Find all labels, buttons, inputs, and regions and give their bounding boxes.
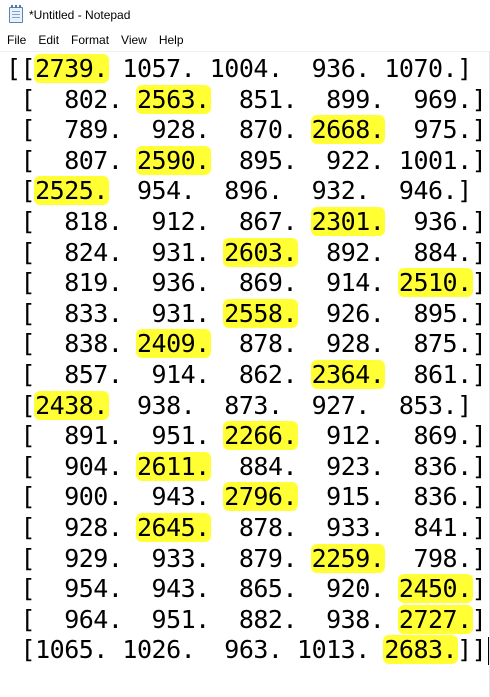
highlighted-value: 2668. [311, 115, 386, 144]
menu-bar: File Edit Format View Help [0, 30, 490, 51]
text-segment: [[ [6, 54, 35, 83]
text-line: [ 802. 2563. 851. 899. 969.] [6, 85, 486, 115]
text-segment: ] [472, 605, 487, 634]
highlighted-value: 2727. [398, 605, 473, 634]
text-segment: 938. 873. 927. 853.] [108, 391, 472, 420]
text-segment: 926. 895.] [297, 299, 486, 328]
text-segment: 892. 884.] [297, 238, 486, 267]
text-segment: 878. 933. 841.] [210, 513, 486, 542]
highlighted-value: 2645. [136, 513, 211, 542]
text-segment: 861.] [384, 360, 486, 389]
text-segment: 851. 899. 969.] [210, 85, 486, 114]
window-title: *Untitled - Notepad [29, 8, 130, 22]
text-segment: 915. 836.] [297, 482, 486, 511]
text-line: [ 891. 951. 2266. 912. 869.] [6, 421, 486, 451]
text-line: [1065. 1026. 963. 1013. 2683.]] [6, 635, 489, 665]
highlighted-value: 2563. [136, 85, 211, 114]
text-line: [ 904. 2611. 884. 923. 836.] [6, 452, 486, 482]
highlighted-value: 2438. [34, 391, 109, 420]
text-segment: [ 833. 931. [6, 299, 224, 328]
highlighted-value: 2611. [136, 452, 211, 481]
menu-edit[interactable]: Edit [32, 30, 65, 51]
text-segment: 912. 869.] [297, 421, 486, 450]
text-editor-area[interactable]: [[2739. 1057. 1004. 936. 1070.] [ 802. 2… [0, 51, 490, 697]
highlighted-value: 2558. [223, 299, 298, 328]
text-segment: 954. 896. 932. 946.] [108, 176, 472, 205]
text-segment: [ 904. [6, 452, 137, 481]
text-segment: 1057. 1004. 936. 1070.] [108, 54, 472, 83]
text-line: [ 819. 936. 869. 914. 2510.] [6, 268, 486, 298]
text-line: [ 807. 2590. 895. 922. 1001.] [6, 146, 486, 176]
highlighted-value: 2796. [223, 482, 298, 511]
highlighted-value: 2364. [311, 360, 386, 389]
text-line: [2525. 954. 896. 932. 946.] [6, 176, 472, 206]
text-segment: 884. 923. 836.] [210, 452, 486, 481]
text-segment: [ 789. 928. 870. [6, 115, 312, 144]
text-segment: [ 954. 943. 865. 920. [6, 574, 399, 603]
highlighted-value: 2409. [136, 329, 211, 358]
text-line: [ 928. 2645. 878. 933. 841.] [6, 513, 486, 543]
text-segment: [ 802. [6, 85, 137, 114]
text-line: [ 900. 943. 2796. 915. 836.] [6, 482, 486, 512]
text-segment: ] [472, 574, 487, 603]
text-segment: 936.] [384, 207, 486, 236]
notepad-icon [9, 7, 23, 23]
menu-file[interactable]: File [0, 30, 32, 51]
text-segment: ]] [457, 635, 486, 664]
text-segment: 878. 928. 875.] [210, 329, 486, 358]
text-segment: [ 824. 931. [6, 238, 224, 267]
text-line: [ 954. 943. 865. 920. 2450.] [6, 574, 486, 604]
text-segment: [ 928. [6, 513, 137, 542]
text-segment: [ 818. 912. 867. [6, 207, 312, 236]
text-line: [ 818. 912. 867. 2301. 936.] [6, 207, 486, 237]
text-segment: [ 807. [6, 146, 137, 175]
highlighted-value: 2450. [398, 574, 473, 603]
text-segment: [ 838. [6, 329, 137, 358]
text-segment: ] [472, 268, 487, 297]
highlighted-value: 2266. [223, 421, 298, 450]
highlighted-value: 2603. [223, 238, 298, 267]
text-segment: 895. 922. 1001.] [210, 146, 486, 175]
text-line: [ 857. 914. 862. 2364. 861.] [6, 360, 486, 390]
highlighted-value: 2510. [398, 268, 473, 297]
highlighted-value: 2683. [383, 635, 458, 664]
text-segment: [ [6, 391, 35, 420]
text-line: [ 789. 928. 870. 2668. 975.] [6, 115, 486, 145]
text-line: [ 838. 2409. 878. 928. 875.] [6, 329, 486, 359]
highlighted-value: 2525. [34, 176, 109, 205]
text-line: [[2739. 1057. 1004. 936. 1070.] [6, 54, 472, 84]
title-bar[interactable]: *Untitled - Notepad [0, 0, 490, 30]
highlighted-value: 2739. [34, 54, 109, 83]
text-segment: [ 891. 951. [6, 421, 224, 450]
text-segment: 975.] [384, 115, 486, 144]
text-segment: [ 929. 933. 879. [6, 544, 312, 573]
text-line: [ 824. 931. 2603. 892. 884.] [6, 238, 486, 268]
text-segment: [1065. 1026. 963. 1013. [6, 635, 384, 664]
text-segment: 798.] [384, 544, 486, 573]
menu-view[interactable]: View [115, 30, 153, 51]
highlighted-value: 2259. [311, 544, 386, 573]
text-line: [2438. 938. 873. 927. 853.] [6, 391, 472, 421]
text-segment: [ 857. 914. 862. [6, 360, 312, 389]
text-line: [ 964. 951. 882. 938. 2727.] [6, 605, 486, 635]
text-line: [ 929. 933. 879. 2259. 798.] [6, 544, 486, 574]
menu-help[interactable]: Help [153, 30, 190, 51]
highlighted-value: 2301. [311, 207, 386, 236]
text-segment: [ 964. 951. 882. 938. [6, 605, 399, 634]
text-line: [ 833. 931. 2558. 926. 895.] [6, 299, 486, 329]
text-segment: [ [6, 176, 35, 205]
text-segment: [ 900. 943. [6, 482, 224, 511]
text-segment: [ 819. 936. 869. 914. [6, 268, 399, 297]
highlighted-value: 2590. [136, 146, 211, 175]
menu-format[interactable]: Format [65, 30, 115, 51]
